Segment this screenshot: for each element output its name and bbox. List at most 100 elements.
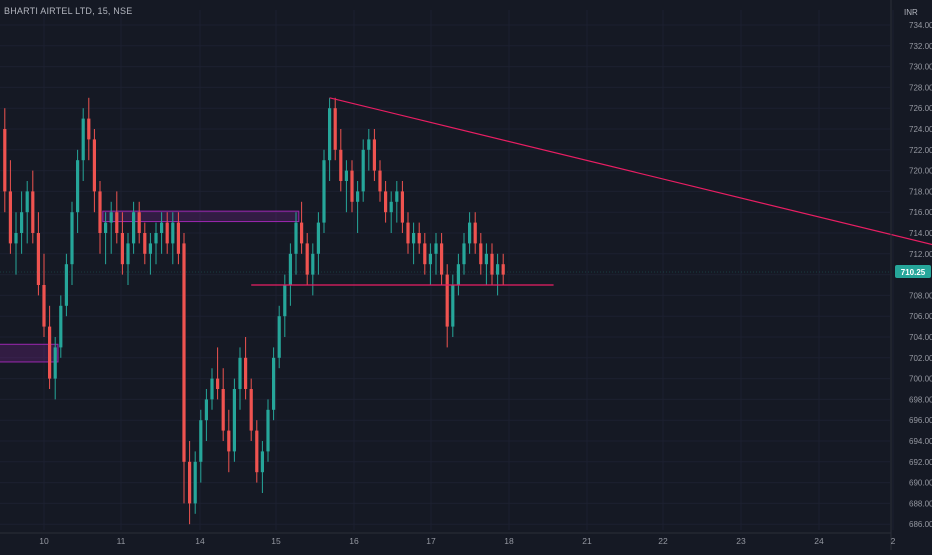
candle-body[interactable] [501,264,505,275]
candle-body[interactable] [25,191,29,213]
candle-body[interactable] [53,347,57,379]
candle-body[interactable] [311,253,315,275]
supply-demand-zone[interactable] [102,210,300,223]
candle-body[interactable] [3,129,7,192]
candle-body[interactable] [171,222,175,244]
candle-body[interactable] [137,212,141,233]
candle-body[interactable] [484,253,488,265]
candle-body[interactable] [120,233,124,265]
candle-body[interactable] [70,212,74,265]
currency-label[interactable]: INR [904,8,918,17]
candle-body[interactable] [423,243,427,265]
candle-body[interactable] [272,357,276,410]
candle-body[interactable] [160,222,164,233]
candle-body[interactable] [199,420,203,462]
candle-body[interactable] [154,233,158,244]
descending-trendline[interactable] [329,97,932,264]
candle-body[interactable] [378,170,382,192]
price-axis[interactable]: 734.00 732.00 730.00 728.00 726.00 724.00 722.… [890,0,932,550]
candle-body[interactable] [244,357,248,389]
candle-body[interactable] [64,264,68,306]
candle-body[interactable] [372,139,376,171]
candle-body[interactable] [42,285,46,327]
candle-body[interactable] [8,191,12,244]
candle-body[interactable] [76,160,80,213]
candle-body[interactable] [221,389,225,431]
candle-body[interactable] [350,170,354,202]
candle-body[interactable] [322,160,326,223]
candle-body[interactable] [339,149,343,181]
candle-body[interactable] [165,222,169,244]
candle-body[interactable] [260,451,264,473]
candle-body[interactable] [479,243,483,265]
candle-body[interactable] [81,118,85,161]
candle-body[interactable] [14,233,18,244]
candle-body[interactable] [255,430,259,473]
candle-body[interactable] [384,191,388,213]
candle-body[interactable] [148,243,152,254]
candle-body[interactable] [361,149,365,192]
candle-body[interactable] [266,409,270,452]
candle-body[interactable] [115,212,119,233]
candle-body[interactable] [417,233,421,244]
candle-body[interactable] [412,233,416,244]
candle-body[interactable] [36,233,40,285]
supply-demand-zone[interactable] [0,343,59,363]
candle-body[interactable] [395,191,399,202]
candle-body[interactable] [406,222,410,244]
candle-body[interactable] [277,316,281,358]
candle-body[interactable] [283,285,287,317]
candle-body[interactable] [496,264,500,275]
candle-body[interactable] [31,191,35,233]
candle-body[interactable] [176,222,180,254]
candle-body[interactable] [473,222,477,244]
candle-body[interactable] [468,222,472,244]
candle-body[interactable] [490,253,494,275]
candle-body[interactable] [87,118,91,140]
candle-body[interactable] [249,389,253,431]
time-axis[interactable]: 10 11 14 15 16 17 18 21 22 23 24 2 [0,532,896,546]
candle-body[interactable] [227,430,231,452]
candle-body[interactable] [462,243,466,265]
candle-body[interactable] [238,357,242,389]
last-price-tag[interactable] [895,265,931,278]
candle-body[interactable] [400,191,404,223]
candle-body[interactable] [143,233,147,254]
candle-body[interactable] [232,389,236,452]
candle-body[interactable] [204,399,208,421]
candle-body[interactable] [104,222,108,233]
candle-body[interactable] [456,264,460,285]
time-tick-label: 21 [582,536,592,546]
candle-body[interactable] [300,222,304,244]
candle-body[interactable] [451,285,455,327]
candle-body[interactable] [428,253,432,265]
candle-body[interactable] [440,243,444,275]
candle-body[interactable] [132,212,136,244]
candle-body[interactable] [344,170,348,181]
candle-body[interactable] [316,222,320,254]
candle-body[interactable] [288,253,292,285]
candle-body[interactable] [20,212,24,233]
candle-body[interactable] [210,378,214,400]
candle-body[interactable] [109,212,113,223]
candle-body[interactable] [294,222,298,254]
candle-body[interactable] [434,243,438,254]
candle-body[interactable] [48,326,52,379]
candle-body[interactable] [305,243,309,275]
candle-body[interactable] [328,108,332,161]
candle-body[interactable] [59,305,63,348]
candle-body[interactable] [216,378,220,389]
candle-body[interactable] [367,139,371,150]
candle-body[interactable] [182,243,186,462]
candle-body[interactable] [126,243,130,265]
candle-body[interactable] [92,139,96,192]
candle-body[interactable] [445,274,449,327]
candle-body[interactable] [356,191,360,202]
candle-body[interactable] [333,108,337,150]
candle-body[interactable] [188,461,192,504]
candle-body[interactable] [98,191,102,233]
candle-body[interactable] [193,461,197,504]
candle-body[interactable] [389,201,393,213]
